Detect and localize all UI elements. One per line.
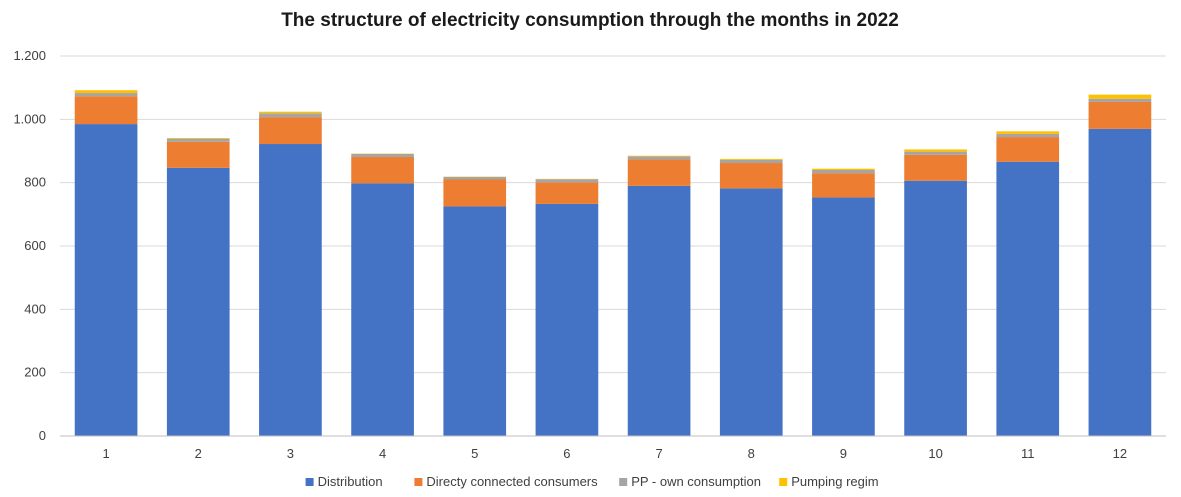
bar-segment	[1088, 94, 1152, 99]
bar-segment	[351, 153, 414, 158]
bar-segment	[812, 173, 875, 198]
bar-segment	[627, 159, 691, 186]
bar-segment	[719, 158, 783, 160]
x-tick-label: 8	[748, 446, 755, 461]
bar-segment	[166, 138, 230, 142]
bar-segment	[535, 182, 599, 204]
bar-segment	[74, 90, 138, 94]
bar-segment	[627, 185, 691, 436]
bar-segment	[443, 206, 507, 436]
legend-swatch	[779, 478, 788, 486]
x-tick-label: 9	[840, 446, 847, 461]
bar-segment	[904, 154, 967, 181]
x-tick-label: 2	[195, 446, 202, 461]
x-tick-label: 7	[655, 446, 662, 461]
y-axis: 0 200 400 600 800 1.000 1.200	[13, 48, 46, 443]
y-tick-label: 200	[24, 365, 46, 380]
x-tick-label: 12	[1113, 446, 1127, 461]
y-tick-label: 1.200	[13, 48, 46, 63]
bar-segment	[812, 168, 875, 170]
x-tick-label: 10	[928, 446, 942, 461]
bar-segment	[1088, 101, 1152, 129]
bar-segment	[259, 111, 322, 114]
y-tick-label: 800	[24, 175, 46, 190]
bars	[74, 90, 1152, 437]
bar-segment	[74, 96, 138, 125]
legend-swatch	[305, 478, 314, 486]
legend-label: Distribution	[318, 474, 383, 489]
legend-swatch	[414, 478, 423, 486]
x-tick-label: 5	[471, 446, 478, 461]
y-tick-label: 1.000	[13, 111, 46, 126]
bar-segment	[1088, 98, 1152, 102]
bar-segment	[535, 179, 599, 183]
legend-label: PP - own consumption	[631, 474, 761, 489]
bar-segment	[719, 188, 783, 436]
bar-segment	[74, 93, 138, 97]
bar-segment	[996, 131, 1060, 134]
legend: Distribution Directy connected consumers P…	[305, 474, 879, 489]
y-tick-label: 600	[24, 238, 46, 253]
bar-segment	[904, 180, 967, 436]
bar-segment	[904, 151, 967, 155]
bar-segment	[1088, 128, 1152, 437]
bar-segment	[627, 156, 691, 160]
bar-segment	[351, 157, 414, 184]
bar-segment	[627, 155, 691, 157]
x-axis: 1 2 3 4 5 6 7 8 9 10 11 12	[102, 446, 1127, 461]
bar-segment	[166, 141, 230, 168]
bar-segment	[74, 124, 138, 436]
bar-segment	[443, 179, 507, 207]
bar-segment	[996, 137, 1060, 162]
bar-segment	[166, 138, 230, 139]
bar-segment	[166, 167, 230, 437]
bar-segment	[259, 113, 322, 118]
bar-segment	[259, 117, 322, 145]
legend-label: Pumping regim	[791, 474, 878, 489]
legend-swatch	[619, 478, 628, 486]
x-tick-label: 1	[102, 446, 109, 461]
bar-segment	[535, 203, 599, 436]
y-tick-label: 400	[24, 301, 46, 316]
gridlines	[60, 55, 1166, 374]
legend-label: Directy connected consumers	[426, 474, 598, 489]
bar-segment	[719, 163, 783, 189]
chart-title: The structure of electricity consumption…	[281, 10, 899, 31]
bar-segment	[904, 149, 967, 152]
bar-segment	[351, 183, 414, 436]
bar-segment	[996, 133, 1060, 138]
x-tick-label: 6	[563, 446, 570, 461]
bar-segment	[812, 170, 875, 174]
y-tick-label: 0	[39, 428, 46, 443]
x-tick-label: 11	[1021, 446, 1035, 461]
x-tick-label: 4	[379, 446, 386, 461]
bar-segment	[259, 144, 322, 437]
bar-segment	[812, 197, 875, 436]
bar-segment	[443, 176, 507, 180]
bar-segment	[719, 159, 783, 164]
x-tick-label: 3	[287, 446, 294, 461]
bar-segment	[996, 161, 1060, 436]
